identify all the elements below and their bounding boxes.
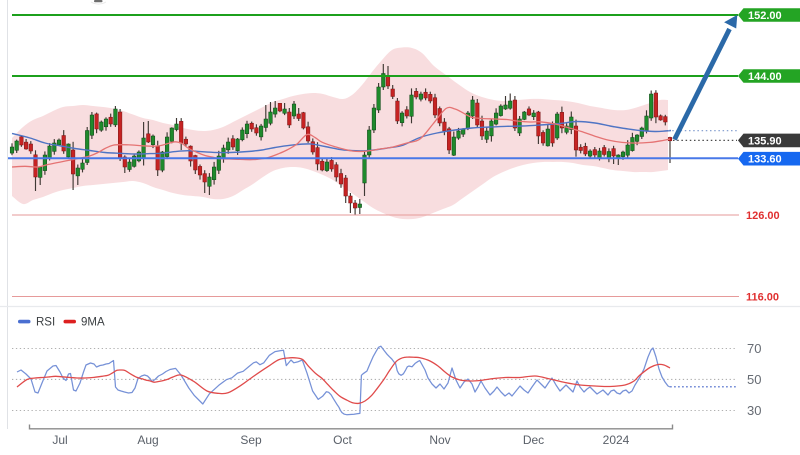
svg-text:2024: 2024 [603, 433, 630, 447]
svg-text:30: 30 [747, 403, 761, 418]
svg-text:Nov: Nov [429, 433, 450, 447]
svg-text:70: 70 [747, 341, 761, 356]
svg-text:144.00: 144.00 [748, 71, 782, 83]
svg-text:Sep: Sep [240, 433, 262, 447]
svg-text:Aug: Aug [137, 433, 158, 447]
svg-text:Jul: Jul [52, 433, 67, 447]
svg-text:133.60: 133.60 [748, 154, 782, 166]
svg-text:Dec: Dec [523, 433, 544, 447]
svg-text:126.00: 126.00 [746, 210, 780, 222]
svg-text:50: 50 [747, 372, 761, 387]
svg-text:RSI: RSI [36, 317, 55, 329]
svg-text:9MA: 9MA [81, 317, 105, 329]
svg-text:135.90: 135.90 [748, 135, 782, 147]
svg-text:152.00: 152.00 [748, 10, 782, 22]
svg-text:Oct: Oct [333, 433, 352, 447]
svg-text:116.00: 116.00 [746, 292, 779, 304]
